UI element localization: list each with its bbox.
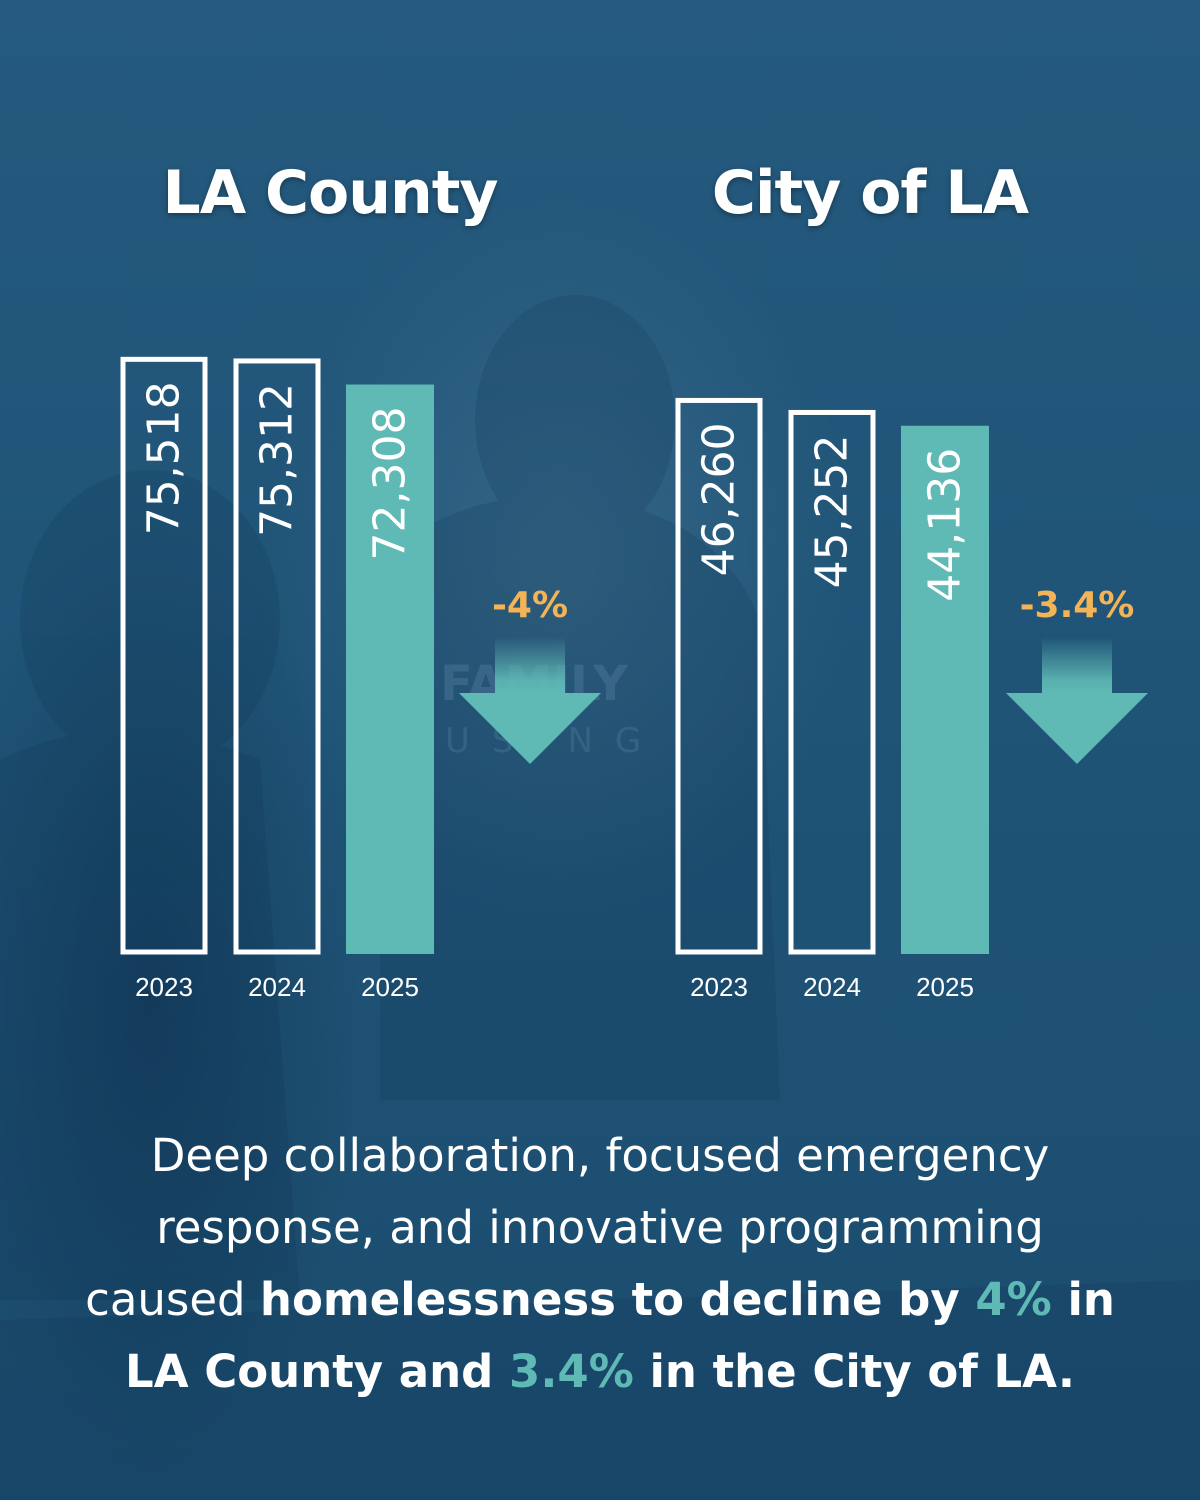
chart-title-la-county: LA County — [162, 158, 498, 228]
year-tick-label-1-1: 2024 — [803, 972, 861, 1002]
bar-0-1 — [233, 358, 321, 955]
caption: Deep collaboration, focused emergency re… — [60, 1120, 1140, 1408]
caption-line-4-bold: LA County and — [125, 1345, 510, 1398]
bar-0-0 — [120, 356, 208, 955]
caption-city-percent: 3.4% — [509, 1345, 634, 1398]
caption-line-4-end: in the City of LA. — [633, 1345, 1075, 1398]
bar-0-2 — [346, 384, 434, 954]
change-percent-label-1: -3.4% — [1020, 585, 1135, 626]
caption-line-3-end: in — [1051, 1273, 1115, 1326]
down-arrow-icon-1 — [1006, 693, 1148, 764]
bar-1-1 — [788, 409, 876, 955]
bar-value-label-1-0: 46,260 — [694, 422, 745, 576]
bar-1-2 — [901, 425, 989, 955]
chart-title-city-of-la: City of LA — [711, 158, 1029, 228]
change-percent-label-0: -4% — [492, 585, 568, 626]
bar-value-label-1-1: 45,252 — [807, 434, 858, 588]
bar-value-label-0-2: 72,308 — [365, 407, 416, 561]
year-tick-label-1-2: 2025 — [916, 972, 974, 1002]
photo-person-head — [475, 295, 675, 545]
bar-value-label-0-1: 75,312 — [252, 383, 303, 537]
year-tick-label-0-2: 2025 — [361, 972, 419, 1002]
caption-line-2: response, and innovative programming — [156, 1201, 1044, 1254]
year-tick-label-0-0: 2023 — [135, 972, 193, 1002]
bar-1-0 — [675, 397, 763, 955]
down-arrow-shaft-0 — [495, 637, 565, 695]
caption-line-3-bold: homelessness to decline by — [259, 1273, 976, 1326]
photo-second-person-body — [0, 730, 300, 1300]
year-tick-label-0-1: 2024 — [248, 972, 306, 1002]
photo-second-person — [20, 470, 280, 770]
caption-county-percent: 4% — [975, 1273, 1052, 1326]
bar-value-label-1-2: 44,136 — [920, 448, 971, 602]
year-tick-label-1-0: 2023 — [690, 972, 748, 1002]
caption-line-1: Deep collaboration, focused emergency — [150, 1129, 1050, 1182]
caption-line-3-plain: caused — [85, 1273, 260, 1326]
bar-value-label-0-0: 75,518 — [139, 381, 190, 535]
photo-table — [0, 1280, 1200, 1500]
down-arrow-shaft-1 — [1042, 637, 1112, 695]
down-arrow-icon-0 — [459, 693, 601, 764]
